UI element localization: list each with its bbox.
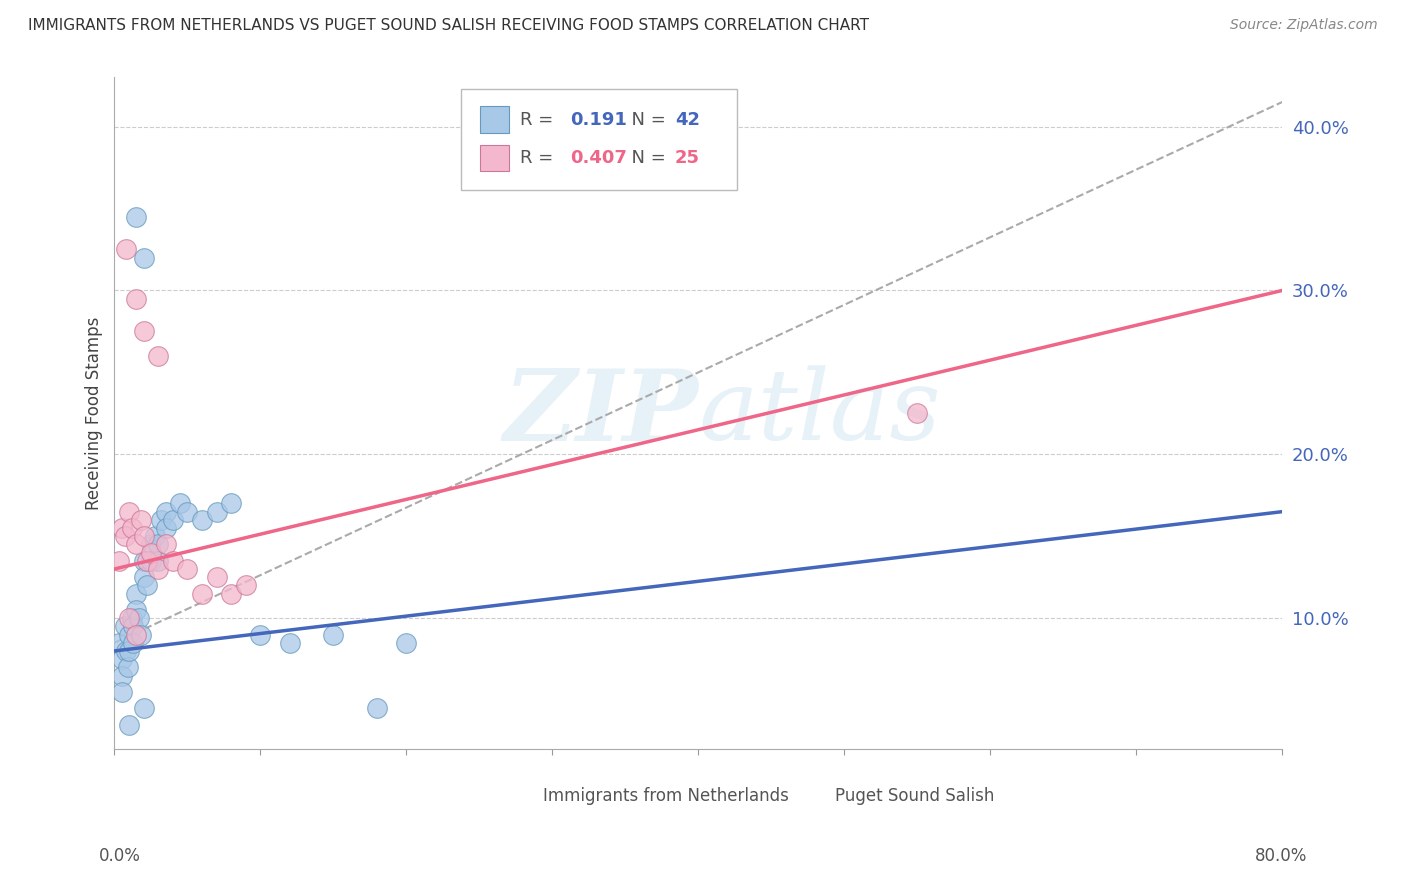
- Point: [162, 513, 184, 527]
- Point: [107, 554, 129, 568]
- Point: [143, 529, 166, 543]
- Point: [111, 685, 134, 699]
- FancyBboxPatch shape: [479, 145, 509, 171]
- Point: [148, 537, 170, 551]
- Point: [132, 529, 155, 543]
- Point: [148, 349, 170, 363]
- Text: atlas: atlas: [699, 366, 941, 461]
- FancyBboxPatch shape: [461, 89, 737, 190]
- Text: R =: R =: [520, 111, 558, 128]
- Text: ZIP: ZIP: [503, 365, 699, 461]
- Point: [128, 611, 150, 625]
- Text: 80.0%: 80.0%: [1256, 847, 1308, 865]
- Point: [219, 496, 242, 510]
- Point: [121, 521, 143, 535]
- Point: [111, 668, 134, 682]
- Point: [118, 611, 141, 625]
- Point: [125, 210, 148, 224]
- Text: Source: ZipAtlas.com: Source: ZipAtlas.com: [1230, 18, 1378, 32]
- Point: [176, 505, 198, 519]
- Point: [111, 652, 134, 666]
- Point: [111, 521, 134, 535]
- Text: 0.191: 0.191: [569, 111, 627, 128]
- Y-axis label: Receiving Food Stamps: Receiving Food Stamps: [86, 317, 103, 510]
- Point: [135, 554, 157, 568]
- Point: [155, 521, 177, 535]
- Point: [219, 586, 242, 600]
- Point: [322, 627, 344, 641]
- Text: 42: 42: [675, 111, 700, 128]
- Point: [125, 627, 148, 641]
- Point: [135, 578, 157, 592]
- Point: [121, 611, 143, 625]
- Point: [249, 627, 271, 641]
- Point: [132, 570, 155, 584]
- Point: [125, 603, 148, 617]
- Text: N =: N =: [620, 111, 672, 128]
- Point: [176, 562, 198, 576]
- Point: [115, 644, 138, 658]
- Text: N =: N =: [620, 149, 672, 167]
- Point: [125, 586, 148, 600]
- Point: [155, 505, 177, 519]
- Point: [122, 636, 145, 650]
- Point: [155, 537, 177, 551]
- Point: [150, 513, 173, 527]
- Point: [129, 513, 152, 527]
- Point: [139, 546, 162, 560]
- Point: [118, 717, 141, 731]
- Text: R =: R =: [520, 149, 558, 167]
- FancyBboxPatch shape: [806, 784, 831, 807]
- Point: [114, 619, 136, 633]
- FancyBboxPatch shape: [479, 106, 509, 133]
- Point: [366, 701, 388, 715]
- Text: Immigrants from Netherlands: Immigrants from Netherlands: [543, 787, 789, 805]
- Point: [122, 619, 145, 633]
- FancyBboxPatch shape: [513, 784, 540, 807]
- Point: [118, 644, 141, 658]
- Point: [139, 537, 162, 551]
- Point: [107, 636, 129, 650]
- Point: [162, 554, 184, 568]
- Text: IMMIGRANTS FROM NETHERLANDS VS PUGET SOUND SALISH RECEIVING FOOD STAMPS CORRELAT: IMMIGRANTS FROM NETHERLANDS VS PUGET SOU…: [28, 18, 869, 33]
- Point: [139, 554, 162, 568]
- Point: [905, 406, 928, 420]
- Point: [129, 627, 152, 641]
- Point: [118, 505, 141, 519]
- Point: [125, 292, 148, 306]
- Point: [118, 627, 141, 641]
- Point: [191, 513, 214, 527]
- Point: [132, 701, 155, 715]
- Text: 25: 25: [675, 149, 700, 167]
- Text: 0.407: 0.407: [569, 149, 627, 167]
- Point: [132, 251, 155, 265]
- Point: [132, 325, 155, 339]
- Point: [395, 636, 418, 650]
- Point: [205, 505, 228, 519]
- Point: [169, 496, 191, 510]
- Point: [125, 537, 148, 551]
- Point: [191, 586, 214, 600]
- Point: [132, 554, 155, 568]
- Point: [148, 554, 170, 568]
- Text: Puget Sound Salish: Puget Sound Salish: [835, 787, 994, 805]
- Point: [278, 636, 301, 650]
- Point: [115, 243, 138, 257]
- Point: [114, 529, 136, 543]
- Point: [235, 578, 257, 592]
- Point: [117, 660, 139, 674]
- Point: [148, 562, 170, 576]
- Text: 0.0%: 0.0%: [98, 847, 141, 865]
- Point: [205, 570, 228, 584]
